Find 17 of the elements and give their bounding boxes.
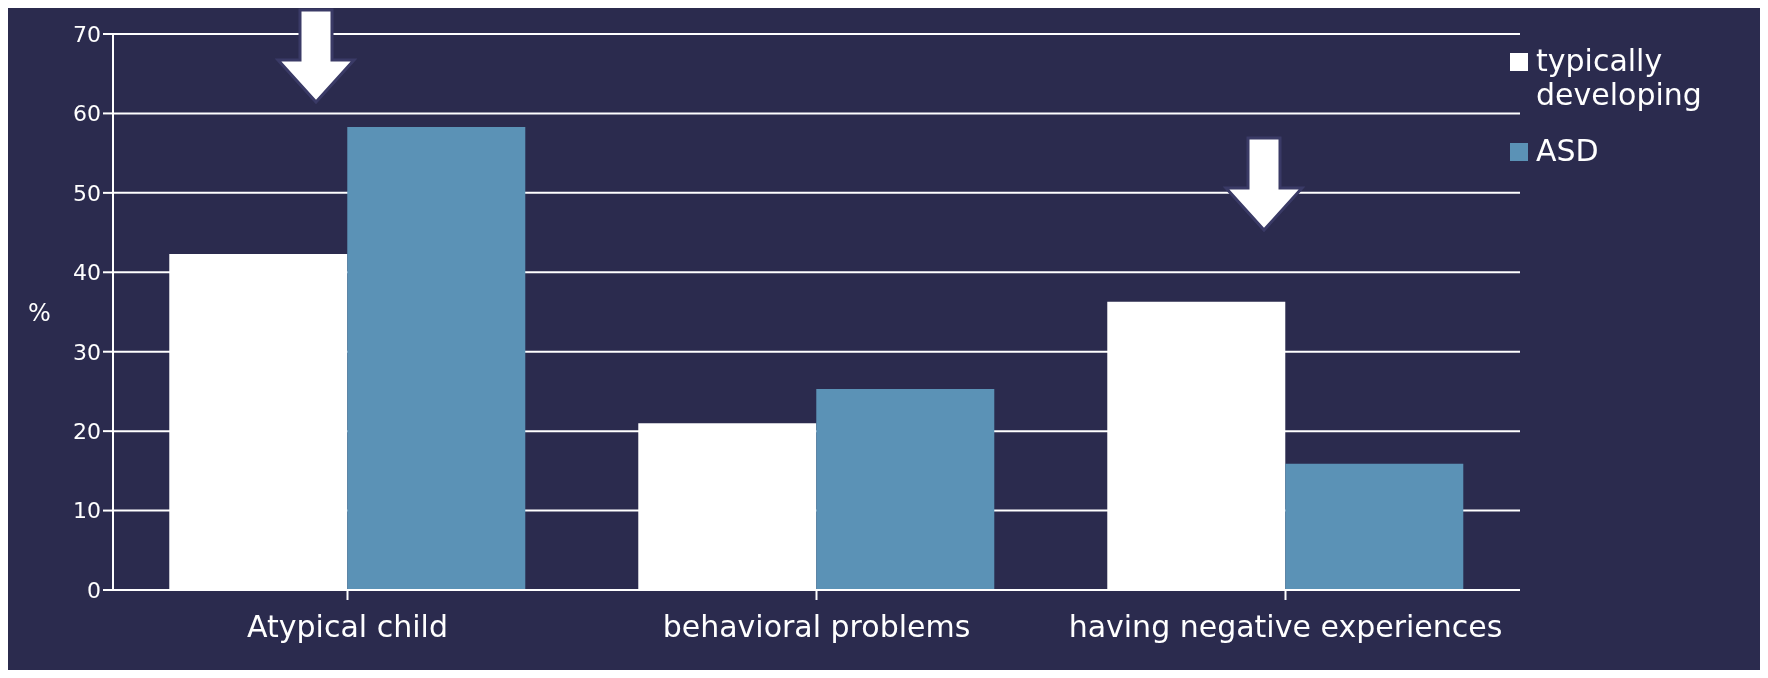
legend-label: typically developing xyxy=(1536,43,1703,112)
y-tick-label: 70 xyxy=(73,21,101,47)
x-tick-label: Atypical child xyxy=(247,609,448,645)
x-tick-label: having negative experiences xyxy=(1068,609,1503,645)
bar xyxy=(347,126,526,590)
bar xyxy=(1285,463,1464,590)
y-tick-label: 0 xyxy=(87,577,101,603)
x-tick-label: behavioral problems xyxy=(662,609,971,645)
y-tick-label: 40 xyxy=(73,260,101,286)
legend-label: ASD xyxy=(1536,133,1600,168)
y-tick-label: 20 xyxy=(73,418,101,444)
y-tick-label: 10 xyxy=(73,498,101,524)
y-axis-title: % xyxy=(28,298,51,327)
y-tick-label: 60 xyxy=(73,101,101,127)
bar xyxy=(816,389,995,590)
y-tick-label: 30 xyxy=(73,339,101,365)
y-tick-label: 50 xyxy=(73,180,101,206)
